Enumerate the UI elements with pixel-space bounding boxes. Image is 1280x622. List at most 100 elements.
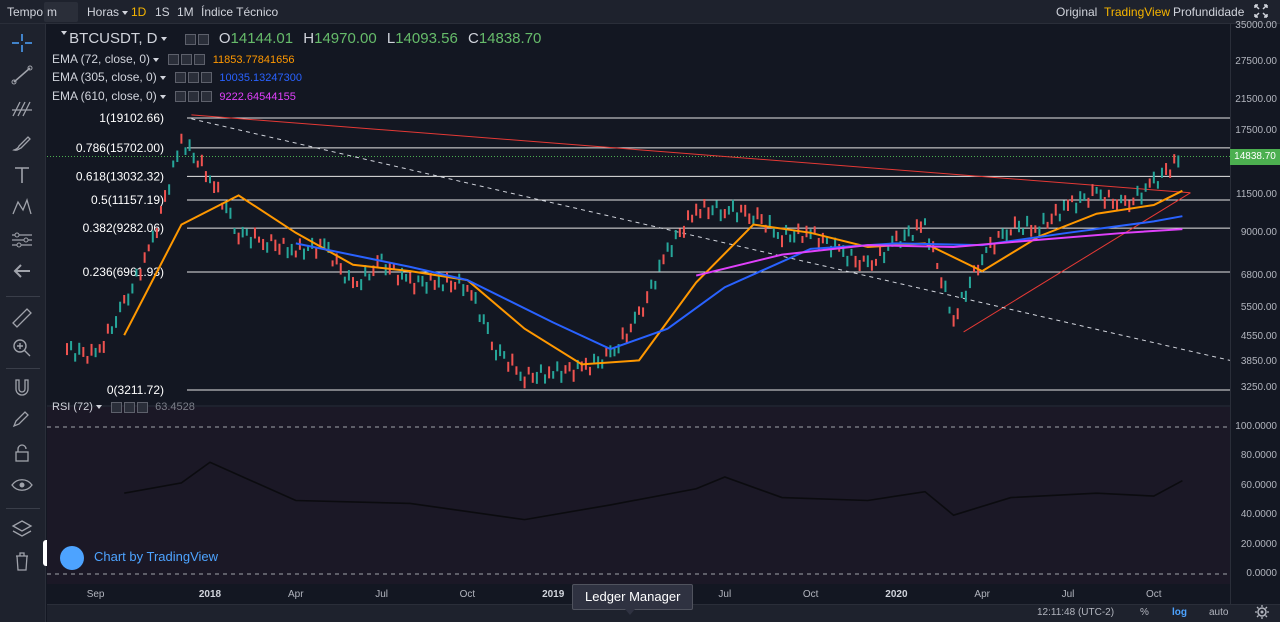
view-original-button[interactable]: Original (1056, 5, 1098, 19)
price-candle (249, 236, 252, 249)
trash-icon[interactable] (8, 550, 36, 572)
close-box-icon[interactable] (137, 401, 149, 413)
chevron-down-icon[interactable] (159, 75, 166, 80)
price-candle (850, 248, 853, 256)
ema-72-legend: EMA (72, close, 0) 11853.77841656 (52, 50, 295, 68)
price-candle (180, 133, 183, 144)
view-tradingview-button[interactable]: TradingView (1104, 5, 1171, 19)
chart-canvas[interactable]: 1(19102.66) 0.786(15702.00) 0.618(13032.32… (47, 24, 1230, 608)
settings-box-icon[interactable] (184, 33, 196, 45)
magnet-icon[interactable] (8, 376, 36, 398)
ema-72-label[interactable]: EMA (72, close, 0) (52, 52, 151, 66)
tradingview-watermark[interactable]: Chart by TradingView (60, 543, 218, 571)
price-candle (143, 252, 146, 263)
ema-305-label[interactable]: EMA (305, close, 0) (52, 70, 157, 84)
chevron-down-icon[interactable] (153, 57, 160, 62)
price-candle (846, 255, 849, 267)
price-candle (727, 206, 730, 215)
pencil-lock-icon[interactable] (8, 408, 36, 430)
interval-1d-button[interactable]: 1D (131, 5, 147, 19)
price-candle (756, 207, 759, 220)
price-candle (625, 333, 628, 343)
price-candle (1099, 189, 1102, 201)
price-candle (82, 347, 85, 357)
text-tool-icon[interactable] (8, 164, 36, 186)
drawing-toolbar (0, 24, 46, 622)
time-tick-label: 2020 (885, 589, 908, 600)
price-candle (339, 263, 342, 275)
rsi-legend: RSI (72) 63.4528 (52, 401, 195, 413)
prediction-tool-icon[interactable] (8, 229, 36, 251)
price-candle (184, 147, 187, 155)
price-candle (601, 359, 604, 369)
price-candle (776, 232, 779, 239)
price-candle (106, 323, 109, 334)
gear-icon[interactable] (1255, 605, 1269, 622)
hide-box-icon[interactable] (124, 401, 136, 413)
chevron-down-icon[interactable] (160, 37, 167, 42)
price-candle (482, 314, 485, 325)
interval-1m-button[interactable]: 1M (177, 5, 194, 19)
price-candle (695, 203, 698, 216)
close-box-icon[interactable] (201, 91, 213, 103)
hide-box-icon[interactable] (188, 91, 200, 103)
price-tick-label: 35000.00 (1235, 19, 1277, 31)
log-scale-button[interactable]: log (1172, 607, 1187, 618)
pattern-tool-icon[interactable] (8, 196, 36, 218)
price-candle (396, 274, 399, 286)
hours-select[interactable]: Horas (84, 2, 131, 22)
chart-pane[interactable]: 1(19102.66) 0.786(15702.00) 0.618(13032.32… (47, 24, 1230, 608)
price-candle (1107, 189, 1110, 198)
hide-box-icon[interactable] (197, 33, 209, 45)
price-candle (678, 228, 681, 238)
indicators-button[interactable]: Índice Técnico (201, 5, 279, 19)
price-candle (650, 279, 653, 289)
dashed-trendline (191, 118, 1230, 361)
close-box-icon[interactable] (201, 72, 213, 84)
eye-icon[interactable] (8, 474, 36, 496)
price-tick-label: 3850.00 (1240, 356, 1277, 368)
interval-1s-button[interactable]: 1S (155, 5, 170, 19)
settings-box-icon[interactable] (111, 401, 123, 413)
trend-line-icon[interactable] (8, 64, 36, 86)
view-depth-button[interactable]: Profundidade (1173, 5, 1245, 19)
settings-box-icon[interactable] (175, 91, 187, 103)
price-candle (887, 244, 890, 251)
back-arrow-icon[interactable] (8, 260, 36, 282)
fib-tool-icon[interactable] (8, 98, 36, 120)
settings-box-icon[interactable] (168, 54, 180, 66)
price-candle (682, 225, 685, 238)
price-candle (78, 342, 81, 355)
price-candle (225, 201, 228, 214)
percent-scale-button[interactable]: % (1140, 607, 1149, 618)
hide-box-icon[interactable] (181, 54, 193, 66)
price-candle (490, 341, 493, 351)
price-candle (229, 207, 232, 219)
layers-icon[interactable] (8, 518, 36, 540)
fullscreen-icon[interactable] (1250, 3, 1272, 21)
ledger-manager-tooltip[interactable]: Ledger Manager (572, 584, 694, 615)
ruler-icon[interactable] (8, 306, 36, 328)
rsi-label[interactable]: RSI (72) (52, 401, 93, 413)
price-axis[interactable]: 35000.00 27500.00 21500.00 17500.00 11500.00… (1230, 20, 1280, 608)
ema-610-label[interactable]: EMA (610, close, 0) (52, 89, 157, 103)
hide-box-icon[interactable] (188, 72, 200, 84)
chevron-down-icon[interactable] (159, 94, 166, 99)
price-candle (564, 365, 567, 374)
settings-box-icon[interactable] (175, 72, 187, 84)
brush-icon[interactable] (8, 132, 36, 154)
lock-icon[interactable] (8, 442, 36, 464)
price-candle (405, 273, 408, 282)
zoom-icon[interactable] (8, 336, 36, 358)
price-tick-label: 21500.00 (1235, 93, 1277, 105)
price-candle (282, 237, 285, 244)
chevron-down-icon[interactable] (95, 405, 102, 410)
price-candle (552, 371, 555, 379)
crosshair-icon[interactable] (8, 32, 36, 54)
close-box-icon[interactable] (194, 54, 206, 66)
auto-scale-button[interactable]: auto (1209, 607, 1229, 618)
collapse-square-icon[interactable] (52, 34, 63, 45)
interval-select[interactable]: m (44, 2, 78, 35)
symbol-name[interactable]: BTCUSDT, D (69, 30, 158, 47)
ema-610-legend: EMA (610, close, 0) 9222.64544155 (52, 87, 296, 105)
